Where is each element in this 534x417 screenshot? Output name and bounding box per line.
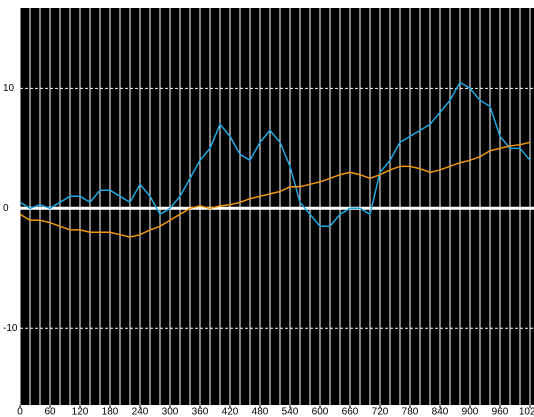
x-tick-label: 360 [192,407,209,417]
x-tick-label: 480 [252,407,269,417]
series-line [20,81,531,228]
x-tick-label: 60 [44,407,56,417]
x-tick-label: 1020 [519,407,534,417]
series-group [20,81,531,238]
x-tick-label: 600 [312,407,329,417]
y-tick-label: -10 [3,323,18,334]
x-tick-label: 720 [372,407,389,417]
x-tick-label: 180 [102,407,119,417]
x-tick-label: 240 [132,407,149,417]
y-tick-label: 10 [3,83,15,94]
plot-background [20,8,534,405]
x-tick-label: 300 [162,407,179,417]
x-tick-label: 120 [72,407,89,417]
x-tick-label: 420 [222,407,239,417]
plot-area [20,8,534,405]
x-tick-label: 960 [492,407,509,417]
series-line [20,141,531,238]
tick-labels: -10 0 10 0 60 120 180 240 300 360 420 480 540 600 660 7… [3,83,534,417]
x-tick-label: 900 [462,407,479,417]
x-tick-label: 780 [402,407,419,417]
x-tick-label: 660 [342,407,359,417]
x-tick-label: 540 [282,407,299,417]
y-tick-label: 0 [3,203,9,214]
x-tick-label: 0 [17,407,23,417]
x-tick-label: 840 [432,407,449,417]
